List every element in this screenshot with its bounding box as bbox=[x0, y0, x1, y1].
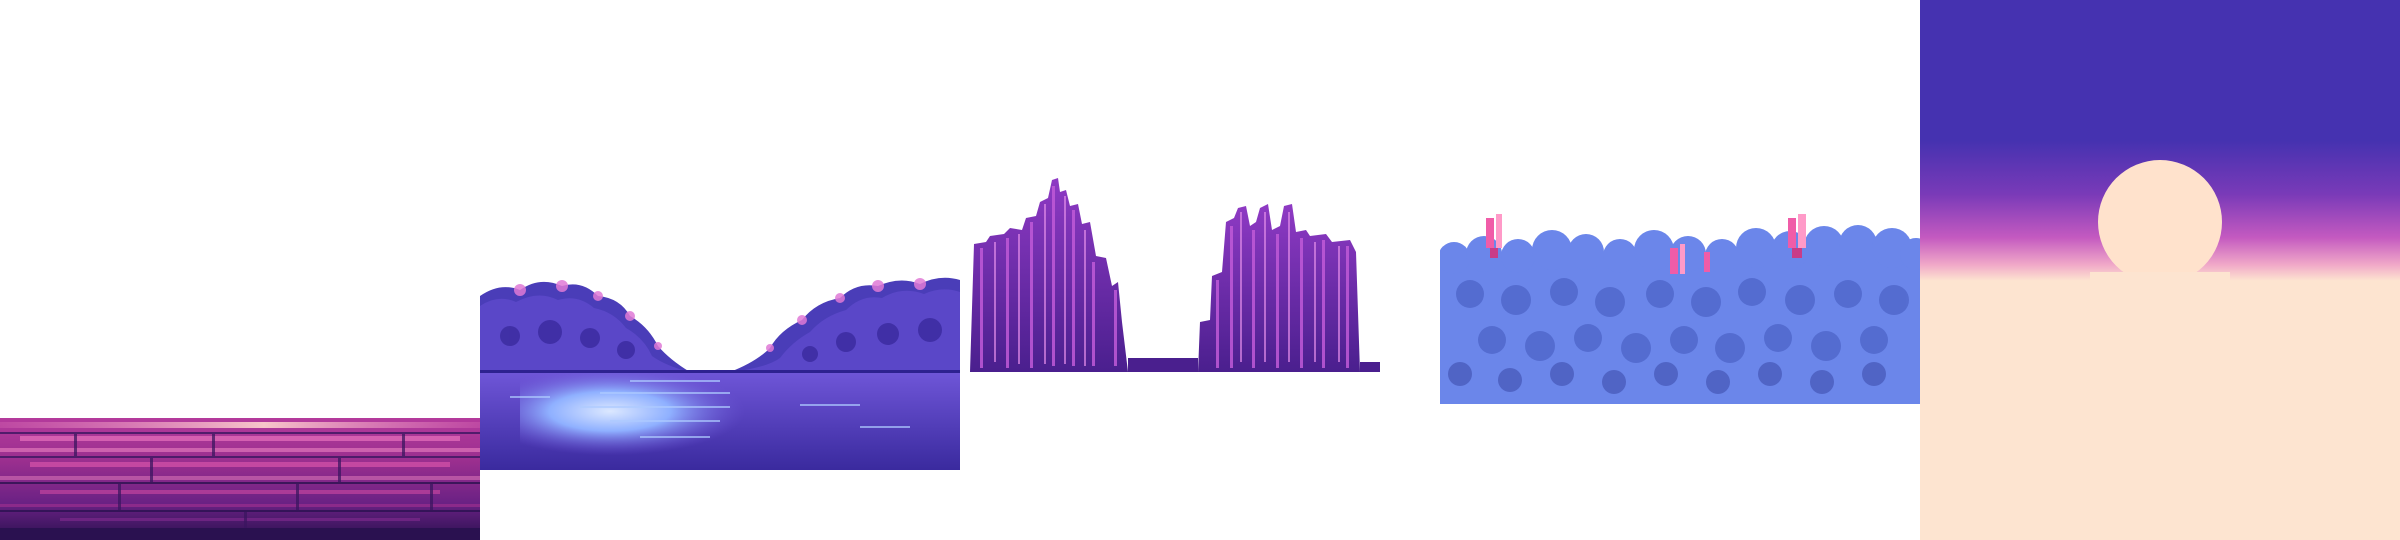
crystal-spires-art bbox=[970, 178, 1380, 372]
pink-crystal-group bbox=[1486, 214, 1806, 274]
lake-valley-art bbox=[480, 277, 960, 470]
forest-canopy-layer bbox=[1440, 214, 1920, 404]
sun-icon bbox=[2098, 160, 2222, 284]
platform-planks-art bbox=[0, 418, 480, 540]
forest-canopy-art bbox=[1440, 214, 1920, 404]
sky-sun-layer bbox=[1920, 0, 2400, 540]
sky-sun-art bbox=[1920, 0, 2400, 540]
lake-valley-layer bbox=[480, 276, 960, 470]
crystal-spires-layer bbox=[960, 172, 1415, 374]
platform-planks-layer bbox=[0, 418, 480, 540]
